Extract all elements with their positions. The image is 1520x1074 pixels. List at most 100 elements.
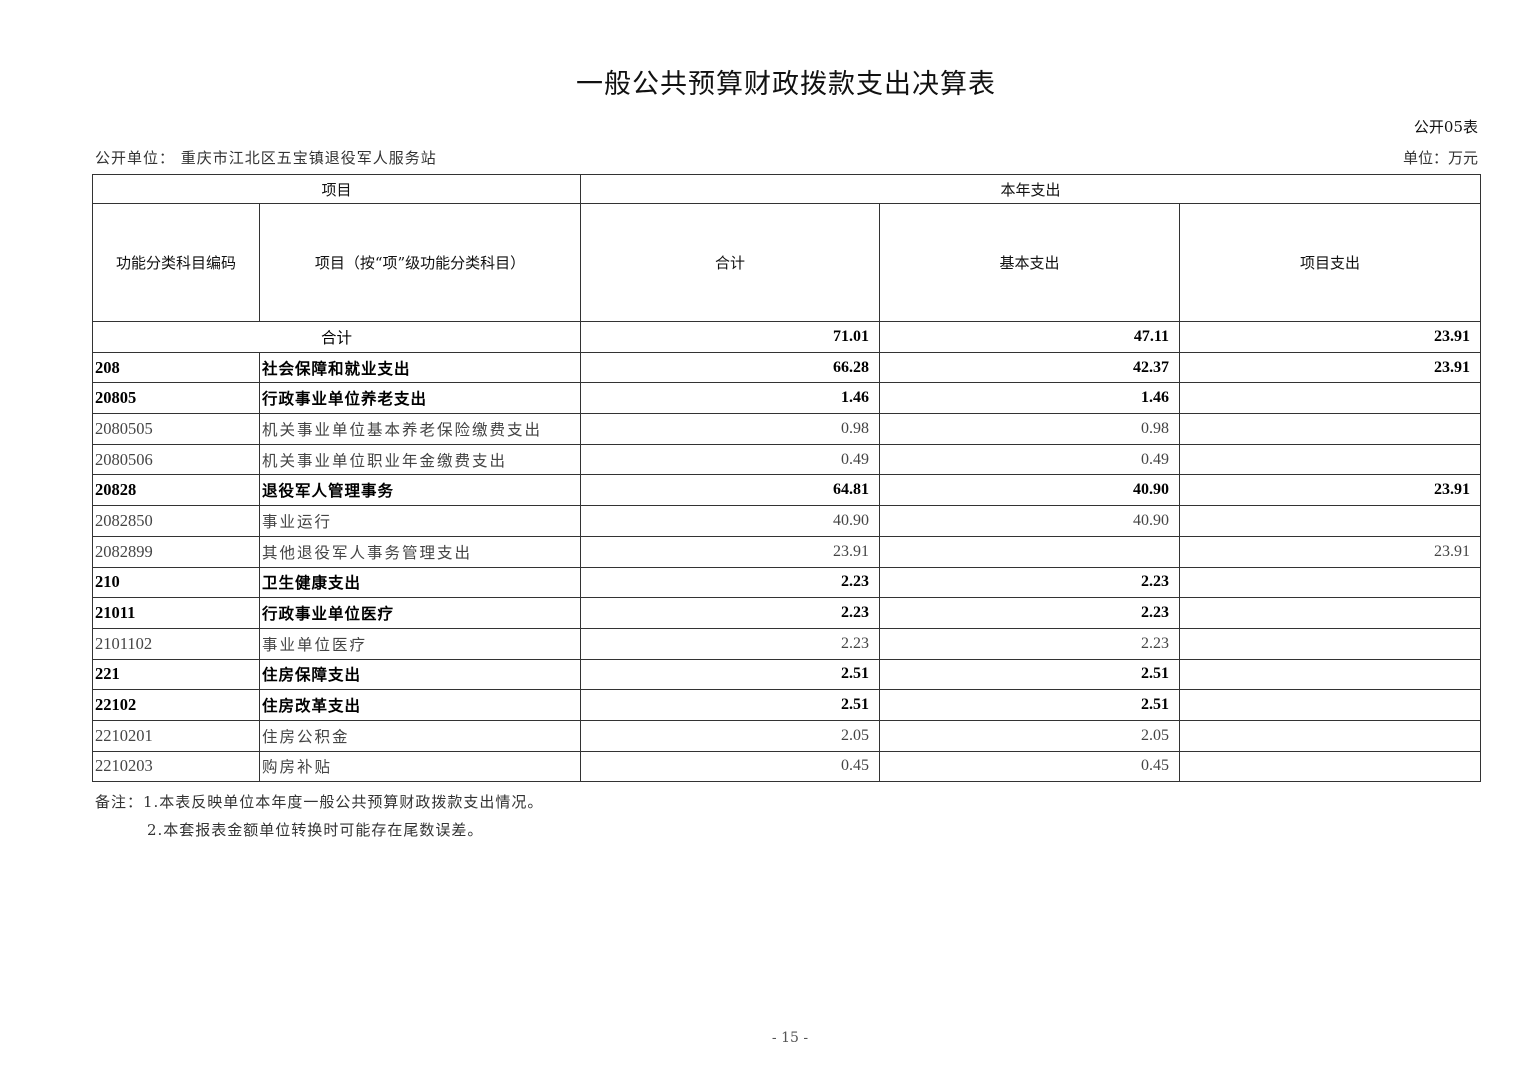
cell-name: 行政事业单位养老支出 <box>258 382 582 415</box>
cell-project <box>1179 750 1482 783</box>
table-row: 20805 行政事业单位养老支出 1.46 1.46 <box>92 382 1482 415</box>
cell-basic: 2.05 <box>879 719 1181 752</box>
cell-project <box>1179 689 1482 721</box>
table-row: 2082850 事业运行 40.90 40.90 <box>92 505 1482 537</box>
header-item-group: 项目 <box>91 174 582 204</box>
cell-project <box>1179 505 1482 537</box>
cell-name: 住房改革支出 <box>258 689 582 721</box>
cell-basic: 0.45 <box>879 750 1181 783</box>
table-row: 2082899 其他退役军人事务管理支出 23.91 23.91 <box>92 535 1482 568</box>
cell-total: 2.51 <box>580 689 881 721</box>
currency-unit: 单位：万元 <box>1402 149 1478 167</box>
total-basic: 47.11 <box>879 321 1181 353</box>
cell-name: 机关事业单位职业年金缴费支出 <box>258 443 582 476</box>
header-project: 项目支出 <box>1179 203 1482 322</box>
cell-basic: 2.23 <box>879 627 1181 660</box>
form-number: 公开05表 <box>1413 118 1478 136</box>
table-row: 210 卫生健康支出 2.23 2.23 <box>92 566 1482 599</box>
table-row: 208 社会保障和就业支出 66.28 42.37 23.91 <box>92 351 1482 384</box>
cell-name: 社会保障和就业支出 <box>258 351 582 384</box>
cell-total: 2.23 <box>580 627 881 660</box>
cell-project <box>1179 566 1482 599</box>
cell-code: 2080506 <box>92 443 260 476</box>
cell-name: 退役军人管理事务 <box>258 474 582 507</box>
cell-basic: 0.98 <box>879 413 1181 445</box>
cell-project <box>1179 382 1482 415</box>
note-1: 备注：1.本表反映单位本年度一般公共预算财政拨款支出情况。 <box>95 793 544 811</box>
cell-code: 2080505 <box>92 413 260 445</box>
table-row: 2080506 机关事业单位职业年金缴费支出 0.49 0.49 <box>92 443 1482 476</box>
cell-basic: 2.51 <box>879 658 1181 691</box>
header-basic: 基本支出 <box>879 203 1181 322</box>
cell-name: 其他退役军人事务管理支出 <box>258 535 582 568</box>
header-total: 合计 <box>580 203 881 322</box>
total-project: 23.91 <box>1179 321 1482 353</box>
cell-code: 2101102 <box>92 627 260 660</box>
table-row: 2210203 购房补贴 0.45 0.45 <box>92 750 1482 783</box>
cell-total: 0.49 <box>580 443 881 476</box>
notes: 备注：1.本表反映单位本年度一般公共预算财政拨款支出情况。 2.本套报表金额单位… <box>95 788 543 844</box>
cell-name: 行政事业单位医疗 <box>258 597 582 629</box>
header-row-group: 项目 本年支出 <box>91 174 1482 204</box>
cell-project <box>1179 413 1482 445</box>
cell-total: 2.23 <box>580 566 881 599</box>
table-row: 221 住房保障支出 2.51 2.51 <box>92 658 1482 691</box>
table-row: 21011 行政事业单位医疗 2.23 2.23 <box>92 597 1482 629</box>
cell-code: 21011 <box>92 597 260 629</box>
expenditure-table: 项目 本年支出 功能分类科目编码 项目（按“项”级功能分类科目） 合计 基本支出… <box>91 174 1482 783</box>
cell-project: 23.91 <box>1179 351 1482 384</box>
cell-code: 20828 <box>92 474 260 507</box>
cell-basic: 40.90 <box>879 474 1181 507</box>
cell-code: 20805 <box>92 382 260 415</box>
cell-code: 208 <box>92 351 260 384</box>
cell-name: 住房公积金 <box>258 719 582 752</box>
table-row: 2210201 住房公积金 2.05 2.05 <box>92 719 1482 752</box>
table-row: 22102 住房改革支出 2.51 2.51 <box>92 689 1482 721</box>
cell-total: 64.81 <box>580 474 881 507</box>
table-row: 2080505 机关事业单位基本养老保险缴费支出 0.98 0.98 <box>92 413 1482 445</box>
cell-total: 2.23 <box>580 597 881 629</box>
cell-basic <box>879 535 1181 568</box>
cell-project: 23.91 <box>1179 535 1482 568</box>
table-row: 20828 退役军人管理事务 64.81 40.90 23.91 <box>92 474 1482 507</box>
cell-total: 0.98 <box>580 413 881 445</box>
header-name: 项目（按“项”级功能分类科目） <box>258 203 582 322</box>
cell-project <box>1179 597 1482 629</box>
cell-basic: 2.23 <box>879 597 1181 629</box>
cell-name: 住房保障支出 <box>258 658 582 691</box>
cell-code: 22102 <box>92 689 260 721</box>
cell-project <box>1179 627 1482 660</box>
cell-basic: 2.51 <box>879 689 1181 721</box>
header-row-columns: 功能分类科目编码 项目（按“项”级功能分类科目） 合计 基本支出 项目支出 <box>92 203 1482 322</box>
cell-name: 事业运行 <box>258 505 582 537</box>
cell-total: 1.46 <box>580 382 881 415</box>
cell-project <box>1179 443 1482 476</box>
cell-code: 221 <box>92 658 260 691</box>
cell-code: 210 <box>92 566 260 599</box>
cell-basic: 0.49 <box>879 443 1181 476</box>
page-number: - 15 - <box>771 1030 809 1046</box>
cell-total: 0.45 <box>580 750 881 783</box>
note-2: 2.本套报表金额单位转换时可能存在尾数误差。 <box>147 821 484 839</box>
cell-project <box>1179 719 1482 752</box>
header-spend-group: 本年支出 <box>580 174 1482 204</box>
cell-name: 卫生健康支出 <box>258 566 582 599</box>
cell-code: 2082899 <box>92 535 260 568</box>
cell-total: 2.51 <box>580 658 881 691</box>
cell-total: 2.05 <box>580 719 881 752</box>
cell-basic: 42.37 <box>879 351 1181 384</box>
cell-basic: 2.23 <box>879 566 1181 599</box>
cell-name: 事业单位医疗 <box>258 627 582 660</box>
cell-basic: 1.46 <box>879 382 1181 415</box>
cell-total: 66.28 <box>580 351 881 384</box>
cell-code: 2210203 <box>92 750 260 783</box>
table-row: 2101102 事业单位医疗 2.23 2.23 <box>92 627 1482 660</box>
page-title: 一般公共预算财政拨款支出决算表 <box>576 69 996 100</box>
total-row: 合计 71.01 47.11 23.91 <box>91 321 1482 353</box>
cell-total: 23.91 <box>580 535 881 568</box>
cell-project: 23.91 <box>1179 474 1482 507</box>
total-total: 71.01 <box>580 321 881 353</box>
cell-name: 购房补贴 <box>258 750 582 783</box>
total-label: 合计 <box>91 321 582 353</box>
cell-total: 40.90 <box>580 505 881 537</box>
